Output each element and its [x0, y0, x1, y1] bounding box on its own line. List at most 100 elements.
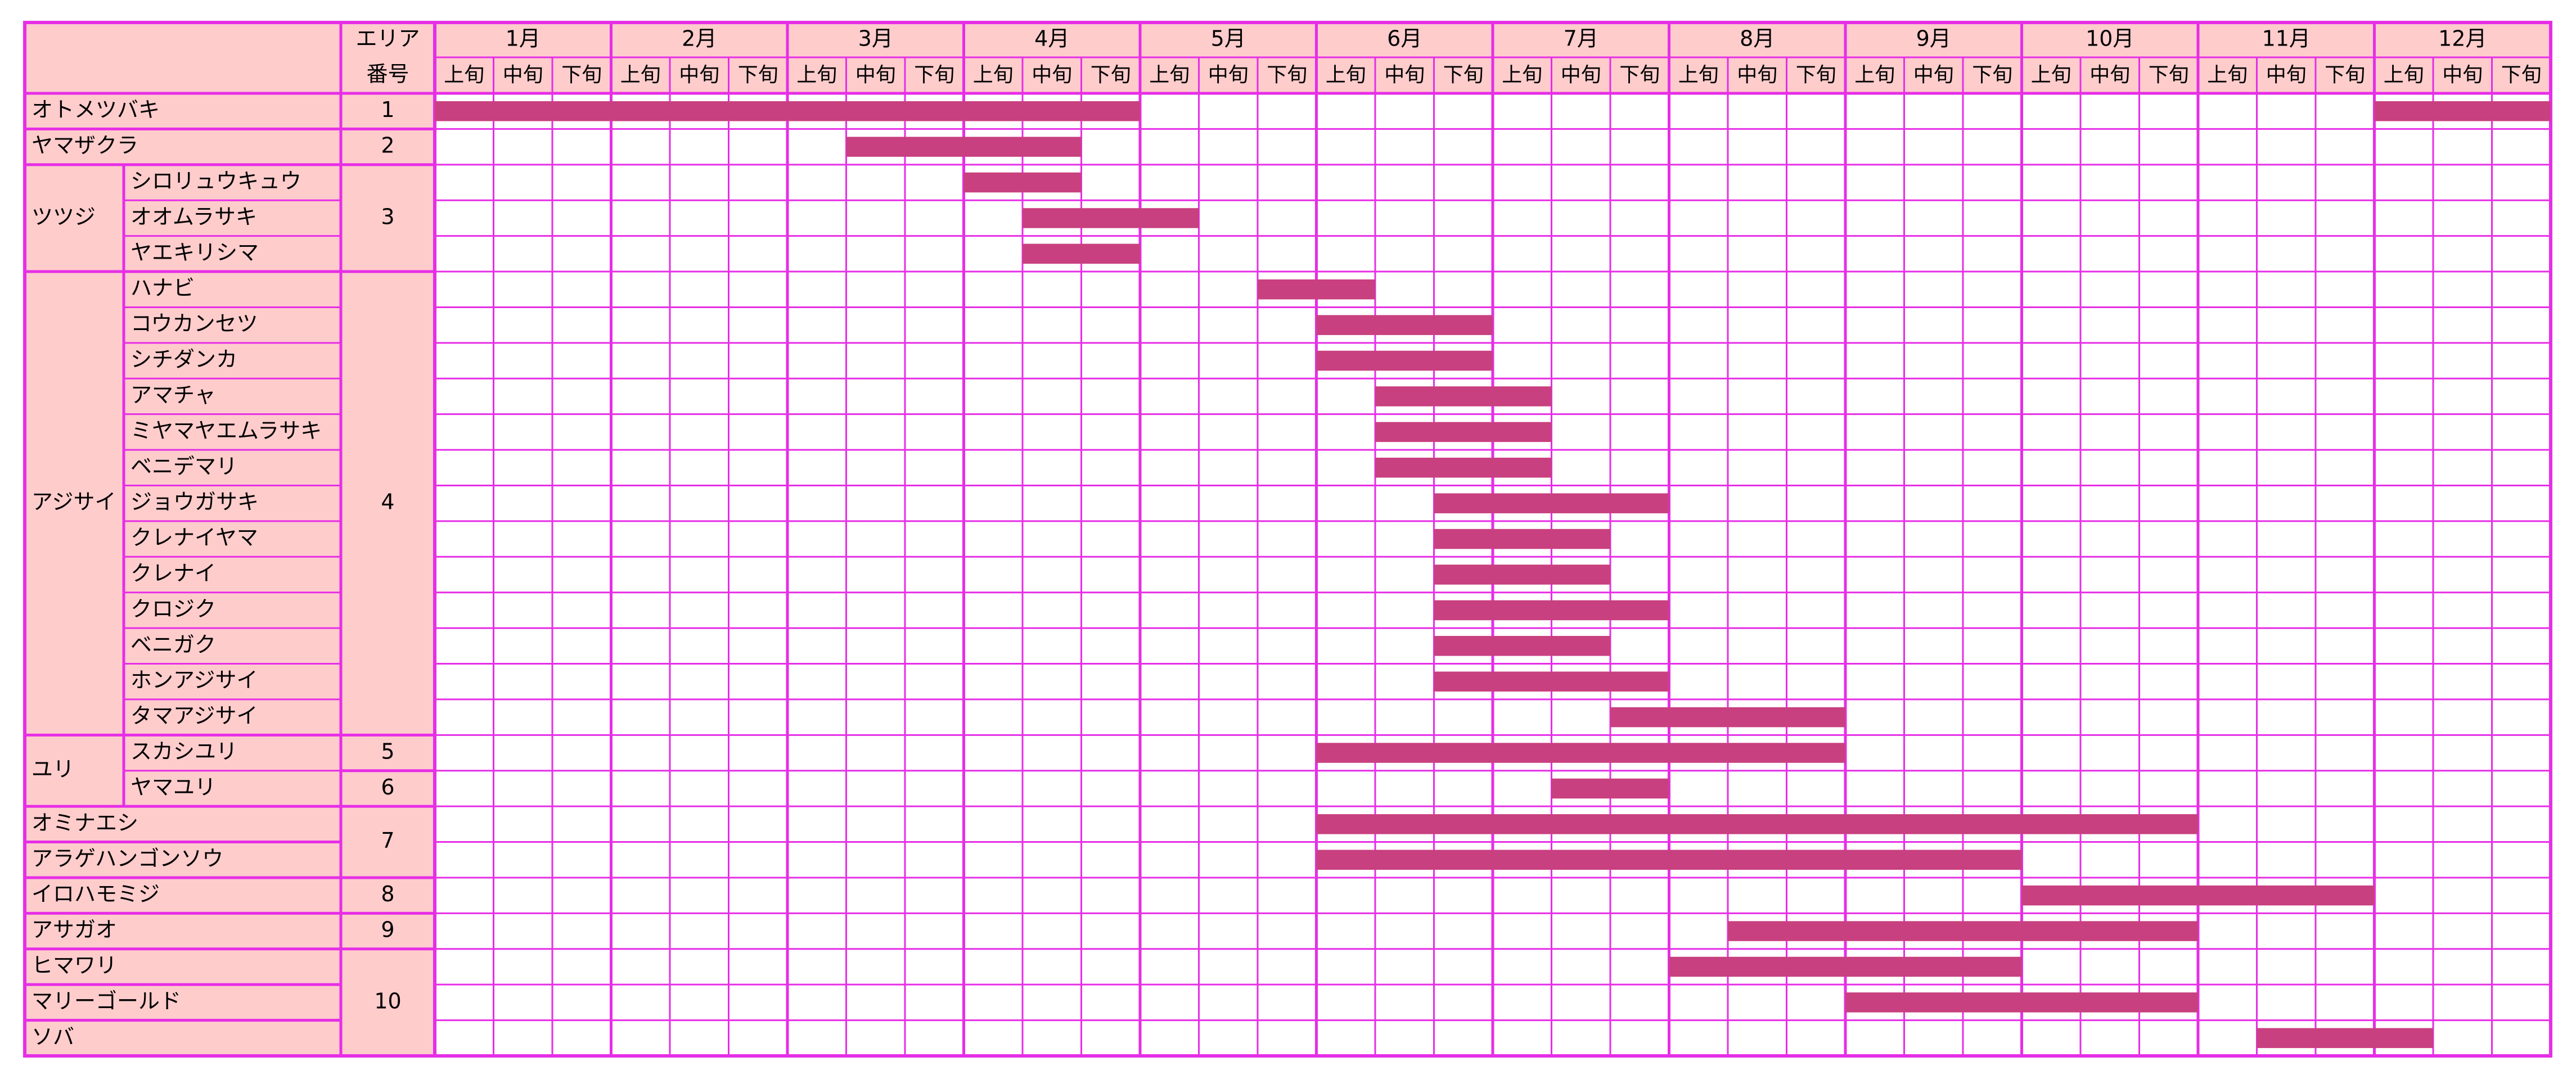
bloom-period-bar [1669, 956, 2022, 977]
plant-label: ヒマワリ [31, 953, 117, 978]
bloom-period-bar [1434, 671, 1669, 692]
period-label: 上旬 [2207, 64, 2248, 87]
variety-label: ミヤマヤエムラサキ [130, 418, 322, 443]
bloom-period-bar [1434, 493, 1669, 513]
bloom-period-bar [1551, 778, 1669, 799]
period-label: 下旬 [2149, 64, 2189, 87]
bloom-period-bar [2257, 1028, 2433, 1049]
period-label: 中旬 [1913, 64, 1954, 87]
month-label: 11月 [2262, 26, 2311, 51]
month-label: 3月 [858, 26, 893, 51]
area-number: 4 [381, 490, 394, 514]
area-header-line2: 番号 [366, 62, 409, 87]
variety-label: ヤエキリシマ [130, 240, 259, 265]
bloom-period-bar [1375, 422, 1552, 442]
period-label: 下旬 [1091, 64, 1131, 87]
bloom-period-bar [1023, 243, 1140, 264]
plant-label: ソバ [31, 1024, 74, 1049]
period-label: 下旬 [2501, 64, 2542, 87]
variety-label: クレナイヤマ [130, 525, 258, 550]
bloom-period-bar [963, 172, 1082, 193]
area-number: 1 [381, 97, 394, 122]
bloom-period-bar [1375, 458, 1552, 478]
period-label: 下旬 [914, 64, 954, 87]
group-label: ユリ [31, 757, 74, 782]
month-label: 9月 [1916, 26, 1951, 51]
plant-label: オミナエシ [31, 810, 138, 835]
area-number: 10 [374, 988, 401, 1013]
period-label: 上旬 [1502, 64, 1542, 87]
group-label: ツツジ [31, 204, 96, 229]
plant-label: イロハモミジ [31, 882, 160, 906]
period-label: 中旬 [1561, 64, 1601, 87]
period-label: 上旬 [444, 64, 484, 87]
area-number: 8 [381, 882, 394, 906]
period-label: 上旬 [620, 64, 661, 87]
month-label: 4月 [1034, 26, 1069, 51]
bloom-period-bar [1845, 992, 2198, 1013]
period-label: 上旬 [973, 64, 1014, 87]
period-label: 下旬 [1267, 64, 1307, 87]
period-label: 上旬 [796, 64, 837, 87]
bloom-period-bar [1316, 850, 2022, 870]
period-label: 上旬 [1149, 64, 1190, 87]
variety-label: ヤマユリ [130, 775, 216, 800]
bloom-period-bar [2021, 885, 2375, 906]
variety-label: ベニガク [130, 632, 216, 657]
plant-label: アサガオ [31, 918, 117, 942]
period-label: 上旬 [1854, 64, 1895, 87]
variety-label: ベニデマリ [130, 454, 237, 478]
variety-label: ホンアジサイ [130, 668, 258, 693]
table-outer-border [23, 21, 2552, 1058]
bloom-period-bar [1316, 814, 2198, 834]
plant-label: ヤマザクラ [31, 133, 138, 158]
bloom-period-bar [846, 137, 1082, 157]
month-label: 5月 [1211, 26, 1246, 51]
period-label: 下旬 [2325, 64, 2365, 87]
period-label: 中旬 [1384, 64, 1425, 87]
variety-label: コウカンセツ [130, 311, 258, 336]
area-number: 9 [381, 918, 394, 942]
period-label: 中旬 [1208, 64, 1249, 87]
area-number: 5 [381, 739, 394, 764]
month-label: 6月 [1387, 26, 1422, 51]
bloom-period-bar [1434, 564, 1610, 585]
period-label: 中旬 [1032, 64, 1072, 87]
period-label: 上旬 [2031, 64, 2071, 87]
plant-label: マリーゴールド [31, 988, 181, 1013]
month-label: 8月 [1740, 26, 1775, 51]
bloom-period-bar [1434, 600, 1669, 621]
variety-label: クレナイ [130, 561, 216, 586]
variety-label: オオムラサキ [130, 204, 257, 229]
period-label: 中旬 [2442, 64, 2483, 87]
month-label: 7月 [1564, 26, 1598, 51]
month-label: 1月 [506, 26, 541, 51]
bloom-period-bar [1316, 350, 1493, 371]
period-label: 上旬 [1678, 64, 1719, 87]
area-number: 2 [381, 133, 394, 158]
plant-label: オトメツバキ [31, 97, 160, 122]
area-header-line1: エリア [355, 26, 420, 51]
area-number: 6 [381, 775, 394, 800]
period-label: 中旬 [2266, 64, 2307, 87]
period-label: 下旬 [1443, 64, 1484, 87]
bloom-period-bar [1610, 707, 1845, 728]
period-label: 中旬 [503, 64, 543, 87]
period-label: 中旬 [1737, 64, 1777, 87]
area-number: 7 [381, 828, 394, 853]
period-label: 下旬 [1619, 64, 1660, 87]
period-label: 中旬 [855, 64, 896, 87]
variety-label: クロジク [130, 597, 216, 621]
bloom-period-bar [1316, 315, 1493, 335]
month-label: 10月 [2086, 26, 2134, 51]
plant-label: アラゲハンゴンソウ [31, 846, 223, 871]
bloom-period-bar [1434, 636, 1610, 656]
bloom-period-bar [2374, 101, 2551, 121]
month-label: 2月 [682, 26, 717, 51]
period-label: 中旬 [679, 64, 719, 87]
bloom-period-bar [435, 101, 1140, 121]
variety-label: アマチャ [130, 382, 216, 407]
variety-label: スカシユリ [130, 739, 237, 764]
period-label: 下旬 [1972, 64, 2012, 87]
